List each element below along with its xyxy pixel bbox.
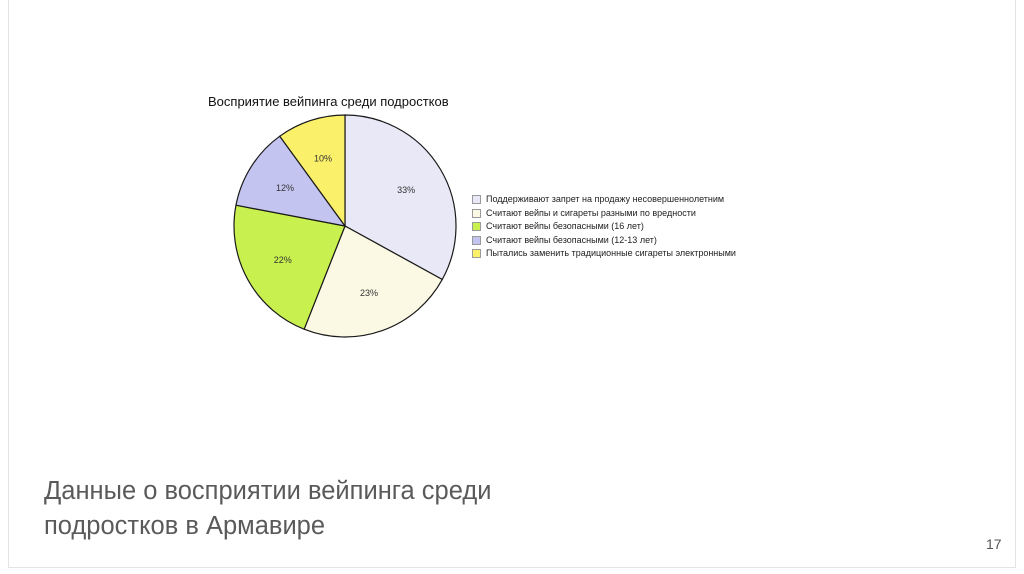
slide-title-line-1: Данные о восприятии вейпинга среди — [44, 477, 492, 505]
chart-title: Восприятие вейпинга среди подростков — [208, 94, 449, 109]
legend-label-different-harm: Считают вейпы и сигареты разными по вред… — [486, 207, 696, 218]
legend-label-replace-cigarettes: Пытались заменить традиционные сигареты … — [486, 248, 736, 258]
pie-label-different-harm: 23% — [360, 288, 378, 298]
slide-title-line-2: подростков в Армавире — [44, 512, 326, 540]
legend-item-different-harm: Считают вейпы и сигареты разными по вред… — [472, 207, 736, 221]
legend-item-safe-12-13: Считают вейпы безопасными (12-13 лет) — [472, 234, 736, 248]
legend-label-safe-16: Считают вейпы безопасными (16 лет) — [486, 221, 644, 231]
pie-label-replace-cigarettes: 10% — [314, 153, 332, 163]
pie-slice-safe-16 — [233, 204, 346, 330]
legend-item-replace-cigarettes: Пытались заменить традиционные сигареты … — [472, 247, 736, 261]
legend-swatch-ban-support — [472, 195, 481, 205]
pie-slice-safe-12-13 — [235, 135, 347, 227]
legend-item-ban-support: Поддерживают запрет на продажу несоверше… — [472, 193, 736, 207]
slide-title: Данные о восприятии вейпинга среди подро… — [44, 474, 664, 544]
pie-slice-replace-cigarettes — [278, 114, 346, 228]
pie-label-safe-16: 22% — [274, 255, 292, 265]
legend-label-safe-12-13: Считают вейпы безопасными (12-13 лет) — [486, 234, 657, 245]
pie-label-safe-12-13: 12% — [276, 183, 294, 193]
slide-frame — [8, 0, 1016, 568]
legend-item-safe-16: Считают вейпы безопасными (16 лет) — [472, 220, 736, 234]
page-number: 17 — [986, 536, 1002, 552]
legend-swatch-safe-16 — [472, 222, 481, 232]
legend-swatch-safe-12-13 — [472, 235, 481, 245]
legend-label-ban-support: Поддерживают запрет на продажу несоверше… — [486, 194, 725, 204]
pie-label-ban-support: 33% — [397, 185, 415, 195]
legend-swatch-different-harm — [472, 208, 481, 218]
chart-legend: Поддерживают запрет на продажу несоверше… — [472, 193, 736, 261]
pie-slice-different-harm — [303, 225, 444, 338]
pie-slice-ban-support — [344, 114, 457, 281]
legend-swatch-replace-cigarettes — [472, 249, 481, 259]
